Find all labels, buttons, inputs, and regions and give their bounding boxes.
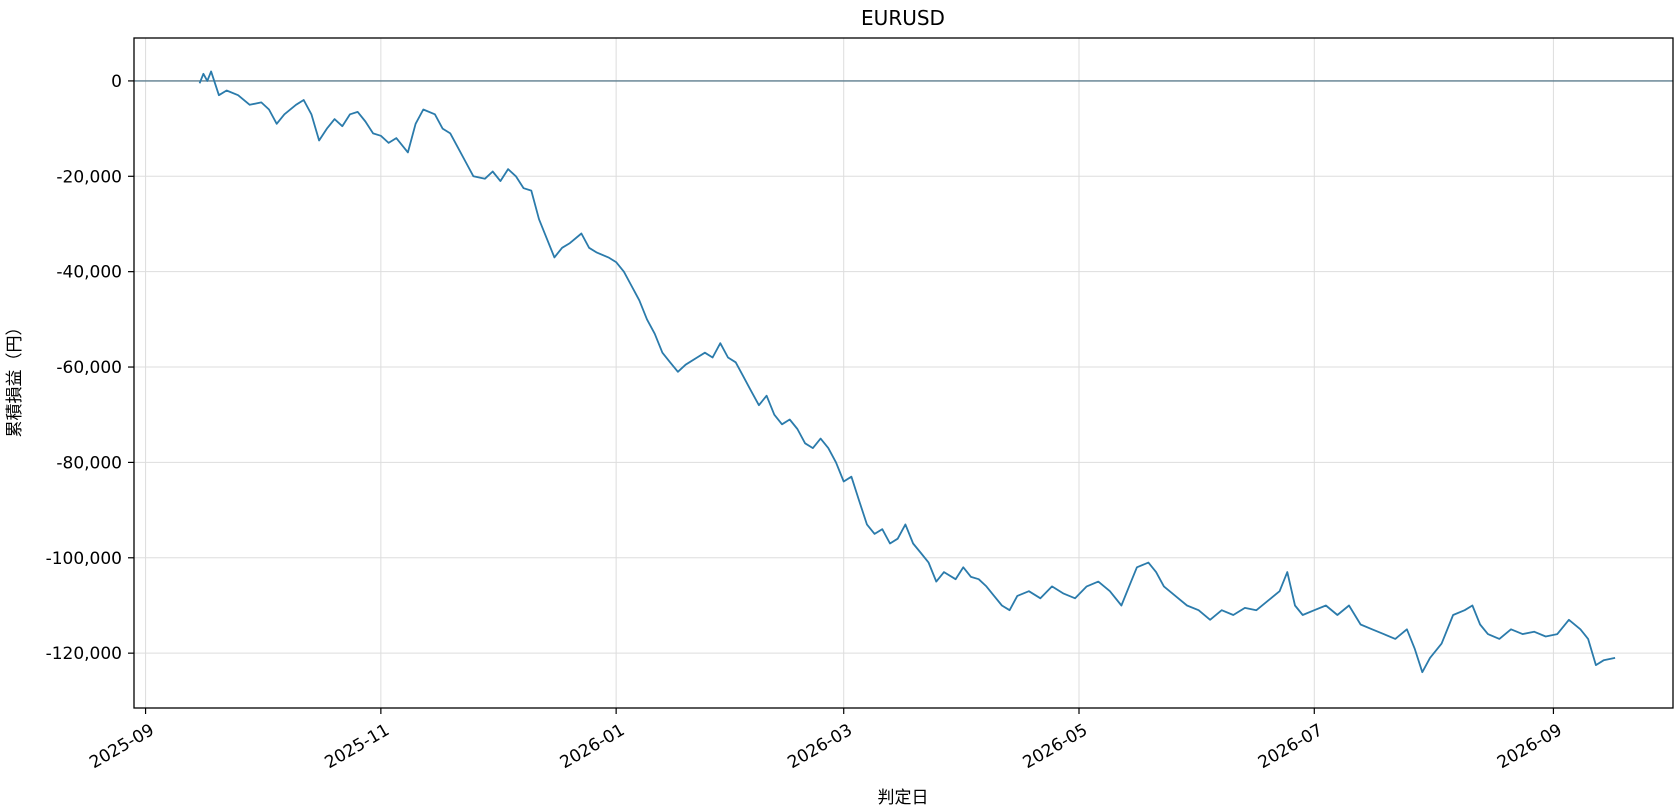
chart-title: EURUSD — [861, 6, 945, 30]
x-axis-ticks: 2025-09 2025-11 2026-01 2026-03 2026-05 2026-… — [86, 708, 1566, 773]
x-tick-label: 2026-01 — [557, 720, 629, 773]
plot-area-frame — [133, 37, 1674, 709]
y-tick-label: -40,000 — [56, 263, 122, 283]
x-tick-label: 2025-09 — [86, 720, 158, 773]
y-tick-label: 0 — [111, 72, 122, 92]
x-axis-label: 判定日 — [878, 788, 929, 808]
grid — [134, 38, 1673, 708]
x-tick-label: 2026-05 — [1020, 720, 1092, 773]
y-tick-label: -80,000 — [56, 453, 122, 473]
y-tick-label: -100,000 — [46, 549, 122, 569]
y-tick-label: -60,000 — [56, 358, 122, 378]
y-axis-ticks: 0 -20,000 -40,000 -60,000 -80,000 -100,000 -12… — [46, 72, 134, 664]
x-tick-label: 2026-07 — [1255, 720, 1327, 773]
y-tick-label: -20,000 — [56, 167, 122, 187]
x-tick-label: 2026-09 — [1494, 720, 1566, 773]
series-line — [198, 70, 1616, 674]
y-tick-label: -120,000 — [46, 644, 122, 664]
x-tick-label: 2025-11 — [321, 720, 393, 773]
x-tick-label: 2026-03 — [784, 720, 856, 773]
y-axis-label: 累積損益（円） — [5, 319, 25, 438]
